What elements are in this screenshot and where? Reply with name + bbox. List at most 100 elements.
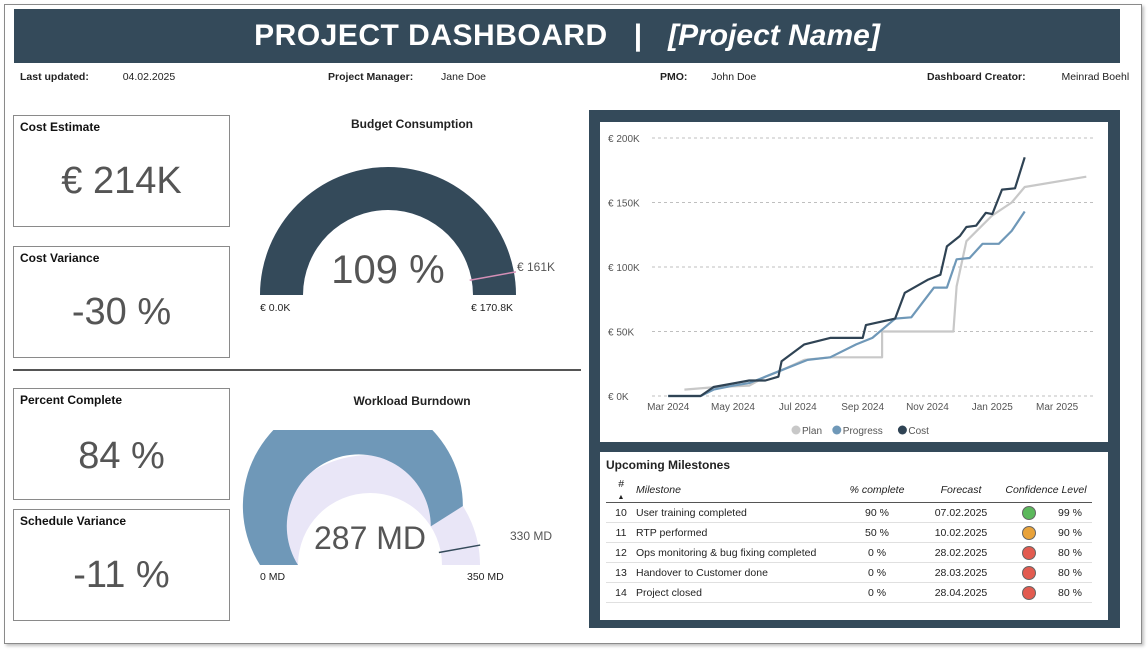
percent-complete-value: 84 %: [78, 435, 165, 477]
milestone-percent: 90 %: [832, 502, 922, 523]
milestone-confidence: 80 %: [1000, 542, 1092, 563]
milestone-percent: 0 %: [832, 542, 922, 563]
milestone-row[interactable]: 14 Project closed 0 % 28.04.2025 80 %: [606, 582, 1092, 603]
confidence-dot-icon: [1022, 565, 1036, 580]
dashboard-creator: Dashboard Creator: Meinrad Boehl: [927, 71, 1129, 83]
milestone-number: 11: [606, 522, 636, 543]
section-divider: [13, 369, 581, 371]
milestone-forecast: 28.03.2025: [922, 562, 1000, 583]
milestone-row[interactable]: 13 Handover to Customer done 0 % 28.03.2025…: [606, 562, 1092, 583]
cost-variance-value: -30 %: [71, 291, 172, 333]
milestone-name: Handover to Customer done: [636, 562, 832, 583]
series-line-progress: [668, 210, 1026, 398]
percent-complete-card: Percent Complete 84 %: [13, 388, 230, 500]
pmo: PMO: John Doe: [660, 71, 756, 83]
workload-gauge-fill: [242, 430, 463, 565]
milestone-confidence: 80 %: [1000, 582, 1092, 603]
milestone-name: User training completed: [636, 502, 832, 523]
x-tick-label: May 2024: [711, 402, 755, 413]
confidence-value: 90 %: [1058, 526, 1082, 539]
milestone-row[interactable]: 10 User training completed 90 % 07.02.2025 9…: [606, 502, 1092, 523]
pmo-label: PMO:: [660, 71, 688, 83]
milestone-forecast: 28.02.2025: [922, 542, 1000, 563]
confidence-value: 80 %: [1058, 546, 1082, 559]
budget-gauge-target-label: € 161K: [517, 260, 555, 274]
milestone-number: 12: [606, 542, 636, 563]
milestone-forecast: 07.02.2025: [922, 502, 1000, 523]
milestone-forecast: 10.02.2025: [922, 522, 1000, 543]
dashboard-header: PROJECT DASHBOARD | [Project Name]: [14, 9, 1120, 63]
budget-gauge-fill: [260, 167, 516, 295]
milestones-panel: Upcoming Milestones # ▲ Milestone % compl…: [600, 452, 1108, 620]
milestone-row[interactable]: 11 RTP performed 50 % 10.02.2025 90 %: [606, 522, 1092, 543]
milestone-name: Ops monitoring & bug fixing completed: [636, 542, 832, 563]
col-forecast[interactable]: Forecast: [922, 478, 1000, 503]
cost-chart-container: € 0K € 50K € 100K € 150K € 200K Mar 2024 May 2…: [600, 122, 1108, 442]
milestones-title: Upcoming Milestones: [606, 458, 731, 472]
cost-line-chart: € 0K € 50K € 100K € 150K € 200K Mar 2024 May 2…: [608, 134, 1096, 437]
milestone-confidence: 90 %: [1000, 522, 1092, 543]
y-tick-label: € 50K: [608, 328, 634, 339]
milestone-forecast: 28.04.2025: [922, 582, 1000, 603]
last-updated: Last updated: 04.02.2025: [20, 71, 175, 83]
col-milestone[interactable]: Milestone: [636, 478, 832, 503]
legend-label: Cost: [908, 426, 929, 437]
confidence-value: 80 %: [1058, 566, 1082, 579]
workload-gauge-max: 350 MD: [467, 571, 504, 583]
confidence-value: 80 %: [1058, 586, 1082, 599]
x-tick-label: Mar 2025: [1036, 402, 1079, 413]
cost-estimate-label: Cost Estimate: [20, 120, 101, 134]
budget-gauge-min: € 0.0K: [260, 302, 290, 314]
cost-estimate-value: € 214K: [61, 160, 182, 202]
milestone-name: RTP performed: [636, 522, 832, 543]
cost-variance-label: Cost Variance: [20, 251, 100, 265]
milestone-confidence: 99 %: [1000, 502, 1092, 523]
milestones-table: # ▲ Milestone % complete Forecast Confide…: [606, 478, 1092, 603]
budget-gauge-max: € 170.8K: [471, 302, 513, 314]
milestone-number: 14: [606, 582, 636, 603]
x-tick-label: Jan 2025: [972, 402, 1014, 413]
x-tick-label: Nov 2024: [906, 402, 949, 413]
workload-gauge-target: [438, 544, 481, 554]
col-percent-complete[interactable]: % complete: [832, 478, 922, 503]
x-tick-label: Jul 2024: [779, 402, 817, 413]
series-line-plan: [684, 175, 1087, 391]
workload-gauge-value: 287 MD: [314, 520, 426, 556]
pmo-value: John Doe: [711, 71, 757, 83]
confidence-dot-icon: [1022, 545, 1036, 560]
y-tick-label: € 150K: [608, 199, 640, 210]
milestone-confidence: 80 %: [1000, 562, 1092, 583]
milestone-percent: 0 %: [832, 582, 922, 603]
creator-value: Meinrad Boehl: [1061, 71, 1130, 83]
workload-gauge-target-label: 330 MD: [510, 529, 552, 543]
sort-asc-icon[interactable]: ▲: [617, 494, 625, 501]
workload-gauge-title: Workload Burndown: [353, 394, 471, 408]
milestone-number: 13: [606, 562, 636, 583]
creator-label: Dashboard Creator:: [927, 71, 1026, 83]
cost-variance-card: Cost Variance -30 %: [13, 246, 230, 358]
milestone-percent: 0 %: [832, 562, 922, 583]
dashboard-title: PROJECT DASHBOARD: [254, 19, 608, 52]
legend-marker: [832, 425, 842, 435]
y-tick-label: € 0K: [608, 392, 629, 403]
milestone-row[interactable]: 12 Ops monitoring & bug fixing completed 0…: [606, 542, 1092, 563]
x-tick-label: Sep 2024: [841, 402, 884, 413]
workload-gauge-min: 0 MD: [260, 571, 286, 583]
percent-complete-label: Percent Complete: [20, 393, 123, 407]
col-number[interactable]: # ▲: [606, 478, 636, 503]
y-tick-label: € 200K: [608, 134, 640, 145]
x-tick-label: Mar 2024: [647, 402, 690, 413]
confidence-dot-icon: [1022, 505, 1036, 520]
last-updated-label: Last updated:: [20, 71, 89, 83]
budget-gauge: 109 % € 0.0K € 170.8K € 161K: [260, 167, 555, 314]
schedule-variance-value: -11 %: [73, 554, 170, 596]
legend-label: Progress: [843, 426, 883, 437]
legend-label: Plan: [802, 426, 822, 437]
schedule-variance-card: Schedule Variance -11 %: [13, 509, 230, 621]
y-tick-label: € 100K: [608, 263, 640, 274]
project-name: [Project Name]: [668, 19, 880, 52]
pm-label: Project Manager:: [328, 71, 414, 83]
milestones-header-row: # ▲ Milestone % complete Forecast Confide…: [606, 478, 1092, 503]
col-confidence[interactable]: Confidence Level: [1000, 478, 1092, 503]
cost-estimate-card: Cost Estimate € 214K: [13, 115, 230, 227]
